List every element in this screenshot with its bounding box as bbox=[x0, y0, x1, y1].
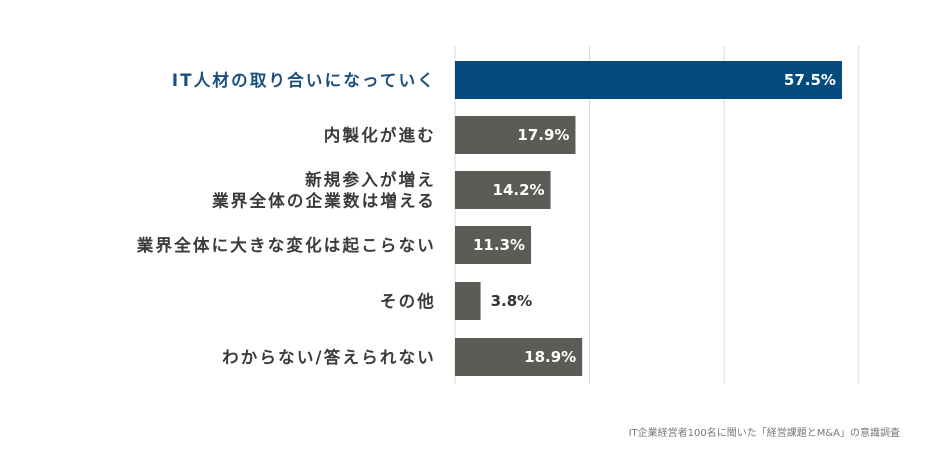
source-note: IT企業経営者100名に聞いた「経営課題とM&A」の意識調査 bbox=[628, 428, 900, 439]
category-label-3: 業界全体に大きな変化は起こらない bbox=[137, 235, 436, 255]
category-label-2-line-1: 業界全体の企業数は増える bbox=[212, 191, 436, 211]
bar-2 bbox=[455, 171, 551, 209]
value-label-2: 14.2% bbox=[493, 181, 545, 199]
value-label-5: 18.9% bbox=[524, 348, 576, 366]
category-label-0: IT人材の取り合いになっていく bbox=[172, 70, 436, 90]
category-label-2-line-0: 新規参入が増え bbox=[305, 170, 436, 190]
bar-5 bbox=[455, 338, 583, 376]
category-label-1: 内製化が進む bbox=[324, 125, 436, 145]
value-label-3: 11.3% bbox=[473, 236, 525, 254]
bar-4 bbox=[455, 282, 481, 320]
value-label-0: 57.5% bbox=[784, 71, 836, 89]
bar-1 bbox=[455, 116, 576, 154]
value-label-1: 17.9% bbox=[517, 126, 569, 144]
category-label-5: わからない/答えられない bbox=[222, 347, 436, 367]
bar-0 bbox=[455, 61, 842, 99]
bar-3 bbox=[455, 226, 532, 264]
category-label-4: その他 bbox=[380, 291, 436, 311]
value-label-4: 3.8% bbox=[491, 292, 533, 310]
